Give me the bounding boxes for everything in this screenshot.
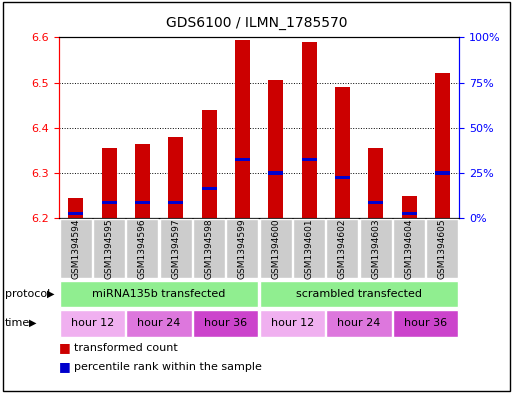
Bar (268, 80, 283, 218)
Bar (60, 219, 92, 278)
Text: GSM1394601: GSM1394601 (305, 218, 313, 279)
Bar (393, 219, 425, 278)
Bar (60, 281, 259, 307)
Bar (302, 42, 317, 218)
Text: GSM1394596: GSM1394596 (138, 218, 147, 279)
Text: hour 36: hour 36 (204, 318, 247, 328)
Text: protocol: protocol (5, 289, 50, 299)
Bar (193, 219, 225, 278)
Bar (168, 201, 183, 204)
Text: percentile rank within the sample: percentile rank within the sample (74, 362, 262, 372)
Bar (68, 198, 83, 218)
Bar (268, 171, 283, 174)
Text: GSM1394604: GSM1394604 (405, 219, 413, 279)
Bar (293, 219, 325, 278)
Text: GDS6100 / ILMN_1785570: GDS6100 / ILMN_1785570 (166, 16, 347, 30)
Bar (235, 158, 250, 161)
Bar (126, 219, 159, 278)
Bar (160, 219, 192, 278)
Text: ▶: ▶ (47, 289, 55, 299)
Bar (93, 219, 125, 278)
Text: scrambled transfected: scrambled transfected (296, 289, 422, 299)
Bar (360, 219, 392, 278)
Bar (168, 137, 183, 218)
Text: GSM1394600: GSM1394600 (271, 218, 280, 279)
Bar (435, 171, 450, 174)
Text: GSM1394595: GSM1394595 (105, 218, 113, 279)
Text: hour 12: hour 12 (71, 318, 114, 328)
Text: hour 36: hour 36 (404, 318, 447, 328)
Bar (202, 110, 216, 218)
Bar (393, 310, 459, 336)
Bar (326, 219, 359, 278)
Text: transformed count: transformed count (74, 343, 178, 353)
Text: ▶: ▶ (29, 318, 36, 328)
Bar (326, 310, 392, 336)
Bar (260, 281, 459, 307)
Text: miRNA135b transfected: miRNA135b transfected (92, 289, 226, 299)
Bar (102, 201, 116, 204)
Bar (335, 87, 350, 218)
Bar (402, 196, 417, 218)
Bar (235, 40, 250, 218)
Bar (193, 310, 259, 336)
Bar (335, 176, 350, 179)
Bar (68, 212, 83, 215)
Text: GSM1394594: GSM1394594 (71, 219, 80, 279)
Text: hour 24: hour 24 (338, 318, 381, 328)
Text: GSM1394599: GSM1394599 (238, 218, 247, 279)
Bar (435, 73, 450, 218)
Text: time: time (5, 318, 30, 328)
Text: GSM1394597: GSM1394597 (171, 218, 180, 279)
Bar (260, 219, 292, 278)
Text: GSM1394598: GSM1394598 (205, 218, 213, 279)
Text: ■: ■ (59, 341, 71, 354)
Bar (135, 143, 150, 218)
Bar (260, 310, 325, 336)
Text: ■: ■ (59, 360, 71, 373)
Text: GSM1394605: GSM1394605 (438, 218, 447, 279)
Text: GSM1394602: GSM1394602 (338, 219, 347, 279)
Bar (402, 212, 417, 215)
Bar (302, 158, 317, 161)
Bar (60, 310, 125, 336)
Bar (202, 187, 216, 190)
Bar (126, 310, 192, 336)
Bar (135, 201, 150, 204)
Text: GSM1394603: GSM1394603 (371, 218, 380, 279)
Bar (426, 219, 459, 278)
Text: hour 24: hour 24 (137, 318, 181, 328)
Bar (102, 148, 116, 218)
Bar (368, 148, 383, 218)
Bar (226, 219, 259, 278)
Bar (368, 201, 383, 204)
Text: hour 12: hour 12 (271, 318, 314, 328)
